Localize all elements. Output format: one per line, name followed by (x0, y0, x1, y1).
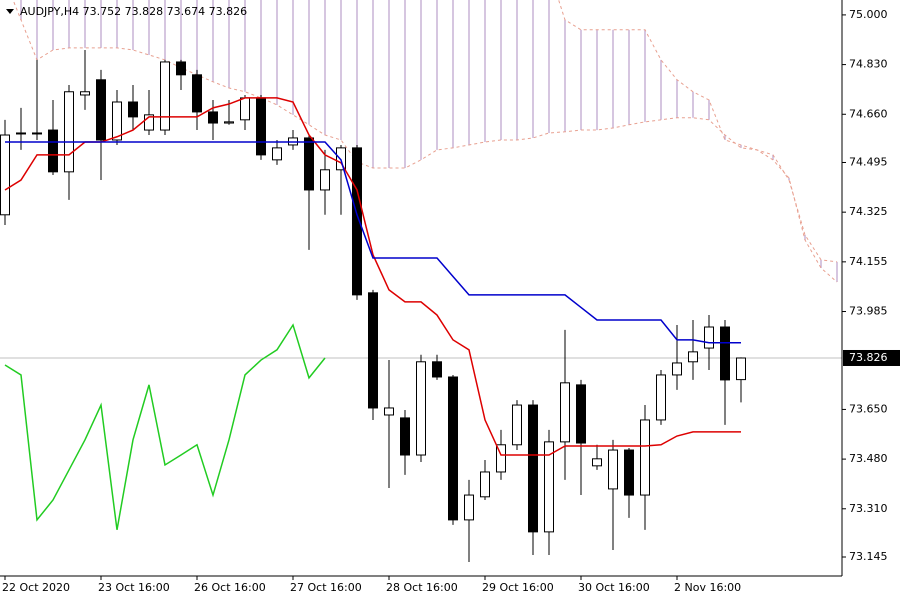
indicator-line (4, 323, 326, 530)
price-label-box (843, 349, 900, 366)
candle-body (256, 97, 266, 156)
y-tick-label: 74.155 (849, 255, 888, 268)
candle-body (176, 61, 186, 76)
x-tick-label: 27 Oct 16:00 (290, 581, 362, 594)
candle-body (624, 449, 634, 496)
candle-body (0, 134, 10, 216)
x-tick-label: 28 Oct 16:00 (386, 581, 458, 594)
x-tick-label: 23 Oct 16:00 (98, 581, 170, 594)
candle-body (400, 417, 410, 456)
plot-area (0, 0, 842, 562)
candle-body (192, 74, 202, 113)
candle-body (240, 97, 250, 121)
menu-arrow[interactable] (6, 9, 14, 14)
candle-body (496, 444, 506, 473)
y-tick-label: 74.495 (849, 155, 888, 168)
candle-body (80, 91, 90, 96)
candle-body (512, 404, 522, 446)
y-tick-label: 73.985 (849, 305, 888, 318)
y-tick-label: 74.325 (849, 205, 888, 218)
y-tick-label: 73.650 (849, 402, 888, 415)
x-tick-label: 26 Oct 16:00 (194, 581, 266, 594)
candle-body (16, 132, 26, 135)
cloud-span (558, 0, 838, 263)
candle-body (464, 494, 474, 521)
candle-body (608, 449, 618, 490)
candle-body (432, 361, 442, 378)
candle-body (656, 374, 666, 421)
candle-body (576, 384, 586, 444)
candle-body (64, 91, 74, 173)
candle-body (672, 362, 682, 376)
candle-body (272, 147, 282, 161)
y-tick-label: 74.830 (849, 58, 888, 71)
candle-body (480, 471, 490, 498)
candle-body (448, 376, 458, 521)
candle-body (48, 129, 58, 173)
candle-body (416, 361, 426, 456)
x-tick-label: 29 Oct 16:00 (482, 581, 554, 594)
chart-title: AUDJPY,H4 73.752 73.828 73.674 73.826 (20, 5, 247, 18)
candle-body (640, 419, 650, 496)
y-tick-label: 73.145 (849, 550, 888, 563)
x-tick-label: 22 Oct 2020 (2, 581, 70, 594)
candle-body (368, 292, 378, 409)
candle-body (720, 326, 730, 381)
y-tick-label: 73.480 (849, 452, 888, 465)
candle-body (560, 382, 570, 443)
candle-body (384, 407, 394, 416)
x-tick-label: 30 Oct 16:00 (578, 581, 650, 594)
indicator-line (4, 97, 741, 456)
y-tick-label: 75.000 (849, 8, 888, 21)
candle-body (32, 132, 42, 135)
candle-body (736, 357, 746, 381)
candle-body (208, 111, 218, 124)
candle-body (320, 169, 330, 191)
candle-body (704, 326, 714, 349)
candle-body (128, 101, 138, 118)
candle-body (688, 351, 698, 363)
indicator-line (5, 141, 741, 344)
candle-body (352, 147, 362, 296)
candle-body (224, 121, 234, 124)
candle-body (592, 458, 602, 467)
x-tick-label: 2 Nov 16:00 (674, 581, 741, 594)
candle-body (304, 137, 314, 191)
candle-body (96, 79, 106, 141)
y-tick-label: 73.310 (849, 502, 888, 515)
current-price-label: 73.826 (849, 351, 888, 364)
candle-body (112, 101, 122, 141)
candle-body (544, 441, 554, 533)
y-tick-label: 74.660 (849, 107, 888, 120)
candle-body (144, 114, 154, 131)
candle-body (160, 61, 170, 131)
candle-body (528, 404, 538, 533)
